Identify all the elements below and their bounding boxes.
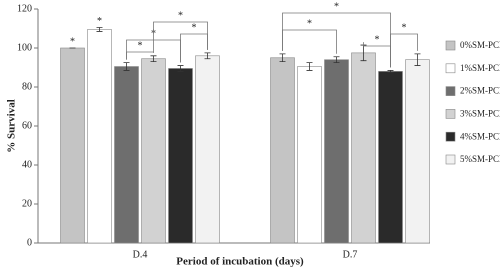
legend-swatch	[445, 131, 456, 142]
error-bar	[387, 70, 394, 73]
error-bar	[123, 62, 130, 71]
error-bar	[279, 53, 286, 63]
legend-label: 3%SM-PCL	[460, 108, 500, 118]
significance-star: *	[138, 40, 143, 51]
bar	[168, 68, 193, 244]
bar	[378, 71, 403, 244]
bar	[405, 59, 430, 244]
y-tick-label: 20	[22, 198, 32, 209]
legend-label: 1%SM-PCL	[460, 63, 500, 73]
error-bar	[414, 53, 421, 66]
x-axis-label: Period of incubation (days)	[176, 256, 304, 268]
y-tick-label: 0	[27, 237, 32, 248]
legend-swatch	[445, 86, 456, 96]
bar	[270, 57, 295, 244]
y-tick-label: 80	[22, 81, 32, 92]
significance-bracket	[390, 33, 418, 68]
y-axis-label: % Survival	[6, 99, 18, 152]
error-bar	[150, 55, 157, 63]
legend-label: 0%SM-PCL	[460, 40, 500, 50]
significance-star: *	[192, 22, 197, 33]
bar	[114, 66, 139, 244]
y-tick-label: 100	[17, 42, 32, 53]
significance-bracket	[282, 29, 337, 54]
bar	[297, 66, 322, 244]
significance-bracket	[180, 33, 208, 63]
y-tick-label: 120	[17, 3, 32, 14]
legend-label: 5%SM-PCL	[460, 154, 500, 164]
y-tick-label: 40	[22, 159, 32, 170]
significance-star: *	[97, 16, 102, 27]
error-bar	[306, 62, 313, 71]
bar	[351, 52, 376, 244]
error-bar	[177, 65, 184, 72]
bar	[141, 58, 166, 244]
legend-label: 2%SM-PCL	[460, 86, 500, 96]
error-bar	[204, 52, 211, 60]
bar	[60, 47, 85, 244]
bar	[324, 59, 349, 244]
significance-star: *	[70, 36, 75, 47]
significance-star: *	[334, 1, 339, 12]
legend-swatch	[445, 63, 456, 74]
bar	[195, 55, 220, 244]
legend-label: 4%SM-PCL	[460, 131, 500, 141]
error-bar	[96, 27, 103, 32]
legend-swatch	[445, 109, 456, 119]
legend-swatch	[445, 154, 456, 165]
error-bar	[333, 56, 340, 64]
significance-star: *	[402, 22, 407, 33]
y-tick-label: 60	[22, 120, 32, 131]
bar	[87, 29, 112, 244]
x-tick-label: D.7	[343, 249, 358, 260]
x-tick-label: D.4	[133, 249, 148, 260]
significance-star: *	[307, 18, 312, 29]
significance-star: *	[375, 34, 380, 45]
legend-swatch	[445, 40, 456, 51]
significance-star: *	[178, 10, 183, 21]
